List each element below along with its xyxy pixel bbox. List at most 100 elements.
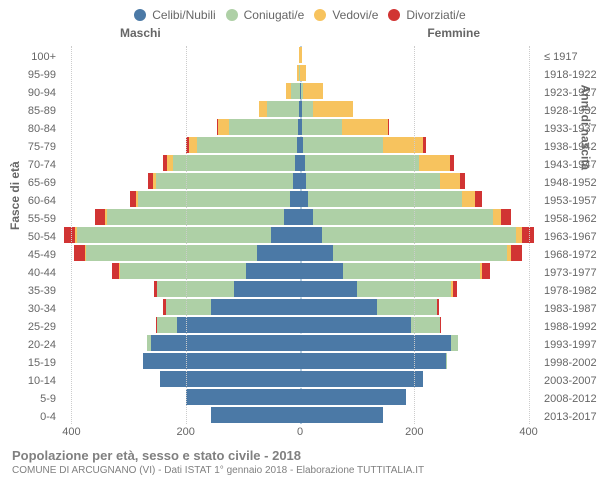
birth-year-label: 1943-1947	[542, 156, 600, 174]
grid-line	[529, 46, 530, 424]
segment-married	[267, 101, 298, 117]
plot-area	[60, 46, 540, 424]
pyramid-row	[60, 64, 540, 82]
segment-widowed	[303, 83, 323, 99]
pyramid-row	[60, 208, 540, 226]
female-bar	[300, 227, 534, 243]
male-bar	[259, 101, 300, 117]
segment-married	[197, 137, 297, 153]
segment-single	[300, 209, 313, 225]
birth-year-label: 2008-2012	[542, 390, 600, 408]
segment-single	[271, 227, 300, 243]
pyramid-row	[60, 370, 540, 388]
segment-single	[160, 371, 300, 387]
female-bar	[300, 101, 353, 117]
female-bar	[300, 263, 490, 279]
male-bar	[143, 353, 300, 369]
legend-label: Coniugati/e	[244, 8, 305, 22]
pyramid-row	[60, 280, 540, 298]
segment-widowed	[383, 137, 423, 153]
female-bar	[300, 353, 447, 369]
male-bar	[64, 227, 300, 243]
segment-single	[300, 371, 423, 387]
female-bar	[300, 65, 306, 81]
grid-line	[71, 46, 72, 424]
header-male: Maschi	[120, 26, 161, 40]
birth-year-label: 2013-2017	[542, 408, 600, 426]
pyramid-row	[60, 406, 540, 424]
segment-married	[291, 83, 300, 99]
age-label: 10-14	[0, 372, 58, 390]
female-bar	[300, 371, 423, 387]
pyramid-row	[60, 262, 540, 280]
male-bar	[147, 335, 300, 351]
birth-year-label: 1958-1962	[542, 210, 600, 228]
female-bar	[300, 47, 302, 63]
segment-married	[86, 245, 257, 261]
pyramid-row	[60, 82, 540, 100]
male-bar	[286, 83, 300, 99]
segment-married	[306, 173, 440, 189]
legend-item: Coniugati/e	[226, 8, 305, 22]
female-bar	[300, 389, 406, 405]
segment-widowed	[493, 209, 501, 225]
segment-single	[300, 263, 343, 279]
segment-married	[302, 119, 342, 135]
age-label: 35-39	[0, 282, 58, 300]
segment-widowed	[218, 119, 229, 135]
female-bar	[300, 407, 383, 423]
segment-married	[303, 137, 383, 153]
header-female: Femmine	[427, 26, 480, 40]
age-label: 65-69	[0, 174, 58, 192]
birth-year-label: 1938-1942	[542, 138, 600, 156]
age-label: 90-94	[0, 84, 58, 102]
birth-year-label: 1928-1932	[542, 102, 600, 120]
female-bar	[300, 191, 482, 207]
segment-married	[157, 317, 177, 333]
male-bar	[211, 407, 300, 423]
male-bar	[156, 317, 300, 333]
age-label: 75-79	[0, 138, 58, 156]
segment-married	[138, 191, 289, 207]
pyramid-row	[60, 172, 540, 190]
segment-single	[300, 317, 411, 333]
segment-widowed	[300, 47, 302, 63]
age-label: 25-29	[0, 318, 58, 336]
x-tick: 200	[177, 426, 195, 438]
legend-dot	[314, 9, 326, 21]
birth-year-label: ≤ 1917	[542, 48, 600, 66]
female-bar	[300, 299, 439, 315]
female-bar	[300, 317, 441, 333]
segment-married	[451, 335, 458, 351]
grid-line	[414, 46, 415, 424]
segment-divorced	[450, 155, 453, 171]
segment-single	[284, 209, 300, 225]
male-bar	[112, 263, 300, 279]
segment-single	[300, 191, 308, 207]
age-label: 95-99	[0, 66, 58, 84]
segment-divorced	[475, 191, 482, 207]
segment-married	[77, 227, 271, 243]
segment-divorced	[511, 245, 522, 261]
segment-single	[300, 353, 446, 369]
segment-divorced	[74, 245, 84, 261]
segment-divorced	[453, 281, 458, 297]
segment-divorced	[112, 263, 119, 279]
age-label: 45-49	[0, 246, 58, 264]
segment-divorced	[95, 209, 104, 225]
female-bar	[300, 281, 457, 297]
female-bar	[300, 137, 426, 153]
segment-divorced	[64, 227, 75, 243]
pyramid-row	[60, 136, 540, 154]
birth-year-label: 1968-1972	[542, 246, 600, 264]
pyramid-row	[60, 298, 540, 316]
male-bar	[186, 389, 300, 405]
legend-dot	[134, 9, 146, 21]
segment-single	[300, 281, 357, 297]
birth-year-label: 1948-1952	[542, 174, 600, 192]
legend-item: Celibi/Nubili	[134, 8, 215, 22]
legend-item: Vedovi/e	[314, 8, 378, 22]
segment-single	[300, 335, 451, 351]
segment-married	[156, 173, 293, 189]
female-bar	[300, 119, 389, 135]
